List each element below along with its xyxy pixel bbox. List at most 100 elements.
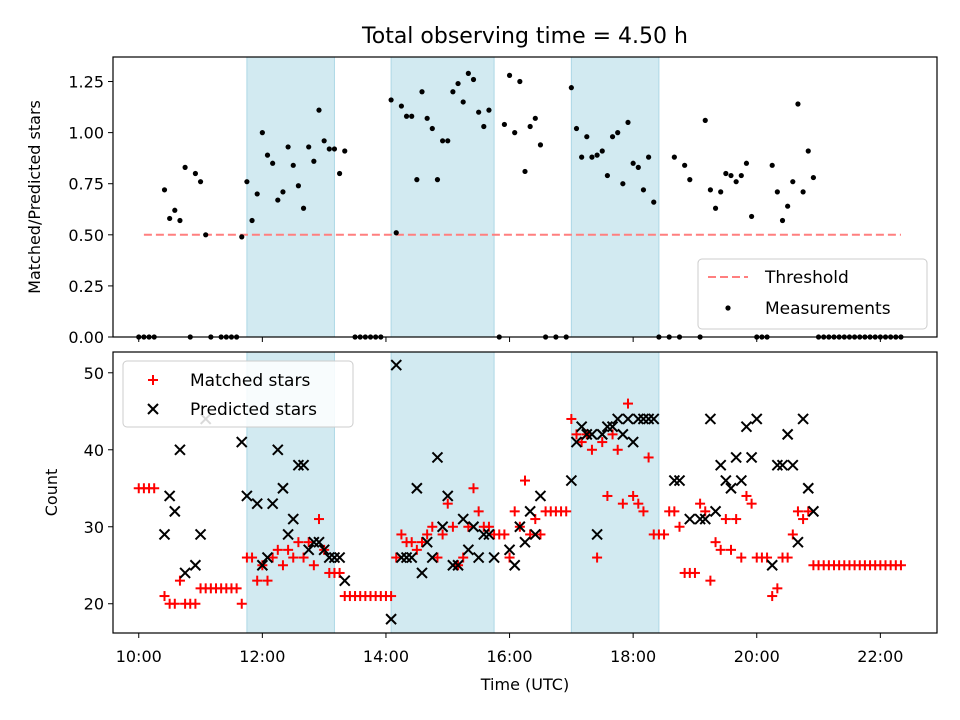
matched-star-point: [689, 567, 700, 578]
x-tick-label: 16:00: [486, 647, 532, 666]
matched-star-point: [623, 398, 633, 409]
marker-stroke: [720, 474, 732, 487]
legend-measurement-label: Measurements: [765, 299, 891, 319]
predicted-star-point: [261, 551, 274, 564]
marker-stroke: [771, 459, 784, 471]
measurement-point: [460, 99, 466, 105]
marker-stroke: [318, 544, 330, 556]
legend-predicted-swatch: [147, 403, 159, 415]
marker-stroke: [673, 474, 686, 487]
marker-stroke: [725, 482, 737, 494]
measurement-point: [527, 123, 533, 130]
measurement-point: [264, 152, 271, 158]
plot-frame: [112, 56, 938, 338]
marker-stroke: [163, 490, 176, 502]
measurement-point: [517, 78, 523, 85]
matched-star-point: [293, 537, 304, 548]
measurement-point: [769, 162, 775, 168]
predicted-star-point: [442, 490, 454, 502]
predicted-star-point: [802, 482, 814, 494]
marker-stroke: [421, 536, 433, 548]
marker-stroke: [508, 559, 521, 571]
matched-star-point: [731, 514, 742, 525]
measurement-point: [779, 217, 786, 224]
matched-star-point: [509, 506, 520, 517]
marker-stroke: [591, 528, 603, 541]
measurement-point: [805, 148, 811, 154]
legend-predicted-label: Predicted stars: [190, 400, 317, 420]
predicted-star-point: [333, 551, 346, 564]
matched-star-point: [231, 583, 242, 594]
measurement-point: [723, 170, 729, 177]
matched-star-point: [169, 598, 180, 609]
predicted-star-point: [447, 559, 459, 571]
measurement-point: [646, 154, 652, 160]
marker-stroke: [179, 567, 191, 579]
marker-stroke: [323, 551, 336, 564]
predicted-star-point: [400, 551, 413, 564]
legend-box: [697, 258, 928, 330]
matched-star-point: [422, 529, 433, 540]
marker-stroke: [565, 474, 578, 487]
marker-stroke: [405, 551, 418, 564]
matched-star-point: [427, 521, 438, 532]
marker-stroke: [632, 413, 645, 425]
marker-stroke: [308, 536, 320, 548]
marker-stroke: [447, 559, 459, 571]
chart-title: Total observing time = 4.50 h: [361, 24, 688, 49]
measurement-point: [398, 103, 404, 109]
predicted-star-point: [514, 521, 526, 533]
measurement-point: [481, 123, 487, 130]
predicted-star-point: [436, 521, 449, 533]
predicted-star-point: [601, 420, 614, 433]
measurement-point: [172, 207, 178, 213]
predicted-star-point: [169, 505, 181, 518]
predicted-star-point: [740, 420, 753, 433]
marker-stroke: [714, 459, 727, 471]
predicted-star-point: [457, 513, 469, 525]
matched-star-point: [710, 537, 721, 548]
measurement-point: [579, 154, 585, 160]
matched-star-point: [772, 583, 783, 594]
measurement-point: [785, 203, 791, 209]
predicted-star-point: [503, 544, 516, 556]
matched-star-point: [406, 537, 417, 548]
predicted-star-point: [297, 459, 310, 471]
measurement-point: [630, 160, 636, 166]
marker-stroke: [586, 428, 598, 441]
marker-stroke: [699, 513, 711, 525]
marker-stroke: [431, 451, 444, 464]
measurement-point: [584, 134, 590, 140]
marker-stroke: [426, 551, 439, 564]
marker-stroke: [313, 536, 325, 548]
matched-star-point: [520, 475, 530, 486]
matched-star-point: [792, 506, 803, 517]
predicted-star-point: [684, 513, 696, 525]
predicted-star-point: [287, 513, 299, 525]
matched-star-point: [391, 552, 402, 563]
measurement-point: [795, 101, 801, 107]
measurement-point: [290, 162, 296, 168]
measurement-point: [197, 179, 204, 185]
panel-1: 0.00 0.25 0.50 0.75 1.00 1.25 Matched/Predicte…: [25, 56, 938, 347]
marker-stroke: [158, 528, 171, 541]
marker-stroke: [333, 551, 346, 564]
predicted-star-point: [467, 521, 480, 533]
x-tick-label: 20:00: [734, 647, 780, 666]
marker-stroke: [385, 613, 397, 625]
predicted-star-point: [508, 559, 521, 571]
matched-star-point: [633, 498, 644, 509]
marker-stroke: [302, 544, 315, 556]
predicted-star-point: [426, 551, 439, 564]
marker-stroke: [787, 459, 799, 471]
legend-matched-label: Matched stars: [190, 371, 310, 391]
measurement-point: [470, 76, 477, 83]
matched-star-point: [314, 514, 324, 525]
x-axis-label: Time (UTC): [480, 675, 569, 694]
marker-stroke: [751, 413, 763, 425]
measurement-point: [774, 189, 780, 195]
matched-star-point: [303, 537, 314, 548]
predicted-star-point: [606, 420, 619, 433]
predicted-star-point: [328, 551, 341, 564]
